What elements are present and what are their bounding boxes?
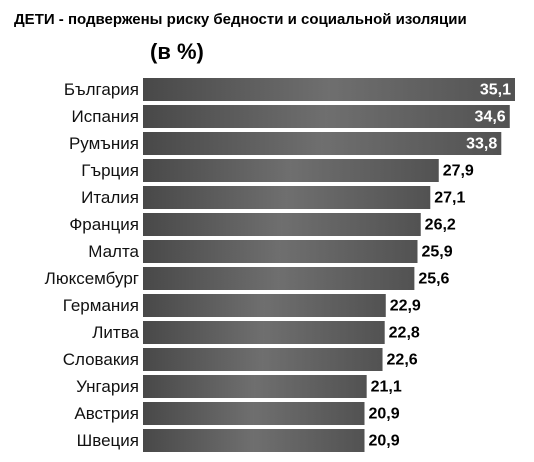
y-tick-label: Румъния <box>69 134 139 153</box>
bar <box>143 132 502 155</box>
value-label: 25,6 <box>418 271 449 288</box>
chart-title: ДЕТИ - подвержены риску бедности и социа… <box>14 11 467 28</box>
y-tick-label: Испания <box>72 107 139 126</box>
value-label: 35,1 <box>480 82 511 99</box>
value-label: 22,9 <box>390 298 421 315</box>
y-tick-label: Малта <box>88 242 139 261</box>
bar <box>143 159 439 182</box>
value-label: 20,9 <box>369 406 400 423</box>
value-label: 20,9 <box>369 433 400 450</box>
bar <box>143 375 367 398</box>
bar <box>143 267 415 290</box>
bar <box>143 321 385 344</box>
value-label: 21,1 <box>371 379 402 396</box>
y-tick-label: Люксембург <box>45 269 139 288</box>
y-tick-label: Франция <box>69 215 139 234</box>
bar <box>143 240 418 263</box>
value-label: 27,9 <box>443 163 474 180</box>
value-label: 22,8 <box>389 325 420 342</box>
value-label: 22,6 <box>387 352 418 369</box>
bar <box>143 402 365 425</box>
y-tick-label: Литва <box>92 323 139 342</box>
y-tick-label: България <box>64 80 139 99</box>
bar <box>143 213 421 236</box>
y-tick-label: Унгария <box>76 377 139 396</box>
value-label: 26,2 <box>425 217 456 234</box>
value-label: 25,9 <box>421 244 452 261</box>
y-tick-label: Австрия <box>74 404 139 423</box>
chart-subtitle: (в %) <box>150 39 204 64</box>
bar <box>143 105 510 128</box>
y-tick-label: Италия <box>81 188 139 207</box>
bar <box>143 78 515 101</box>
bar <box>143 294 386 317</box>
y-tick-label: Словакия <box>63 350 139 369</box>
bar <box>143 348 383 371</box>
y-tick-label: Германия <box>63 296 139 315</box>
value-label: 33,8 <box>466 136 497 153</box>
bar <box>143 186 431 209</box>
y-tick-label: Швеция <box>77 431 139 450</box>
bar <box>143 429 365 452</box>
y-tick-label: Гърция <box>81 161 139 180</box>
value-label: 34,6 <box>475 109 506 126</box>
value-label: 27,1 <box>434 190 465 207</box>
